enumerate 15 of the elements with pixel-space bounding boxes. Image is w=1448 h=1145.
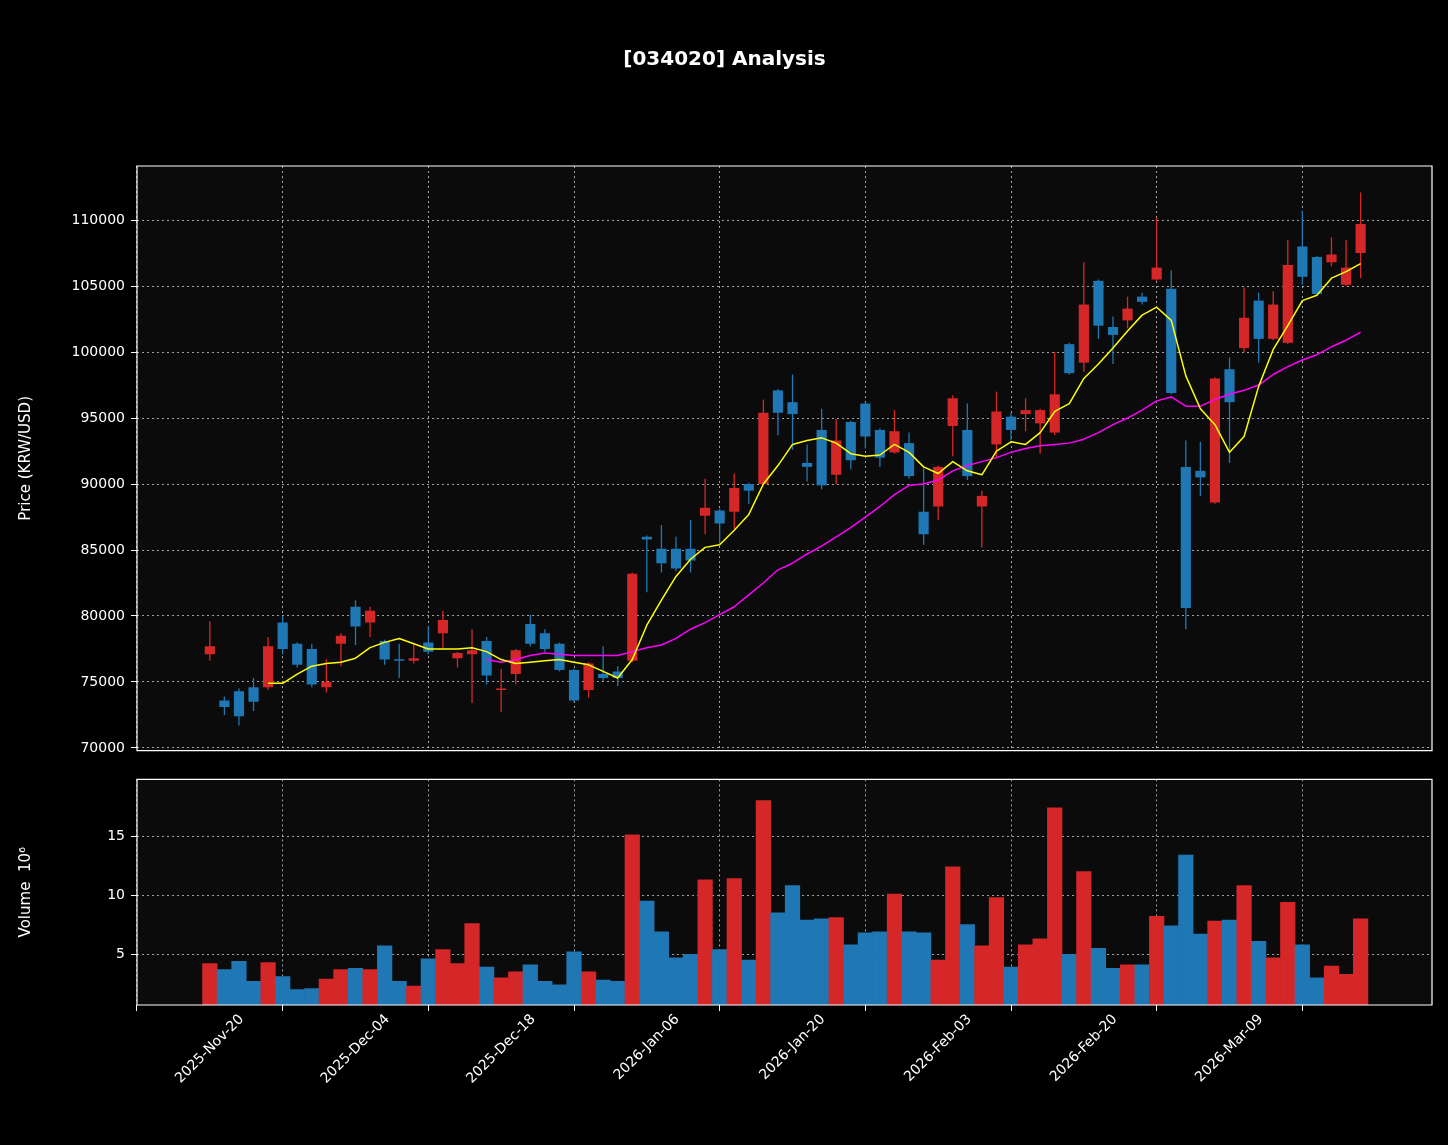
y-axis-title: Volume 10⁶ bbox=[15, 846, 34, 938]
chart-title: [034020] Analysis bbox=[623, 46, 826, 71]
y-tick-label: 100000 bbox=[71, 342, 125, 359]
y-tick-label: 10 bbox=[107, 885, 125, 902]
y-tick-label: 110000 bbox=[71, 210, 125, 227]
y-tick-label: 85000 bbox=[80, 540, 125, 557]
y-tick-label: 95000 bbox=[80, 408, 125, 425]
y-tick-label: 5 bbox=[116, 944, 125, 961]
y-tick-label: 90000 bbox=[80, 474, 125, 491]
y-axis-title: Price (KRW/USD) bbox=[15, 395, 34, 521]
y-tick-label: 105000 bbox=[71, 276, 125, 293]
y-tick-label: 15 bbox=[107, 826, 125, 843]
y-tick-label: 75000 bbox=[80, 672, 125, 689]
y-tick-label: 70000 bbox=[80, 738, 125, 755]
y-tick-label: 80000 bbox=[80, 606, 125, 623]
